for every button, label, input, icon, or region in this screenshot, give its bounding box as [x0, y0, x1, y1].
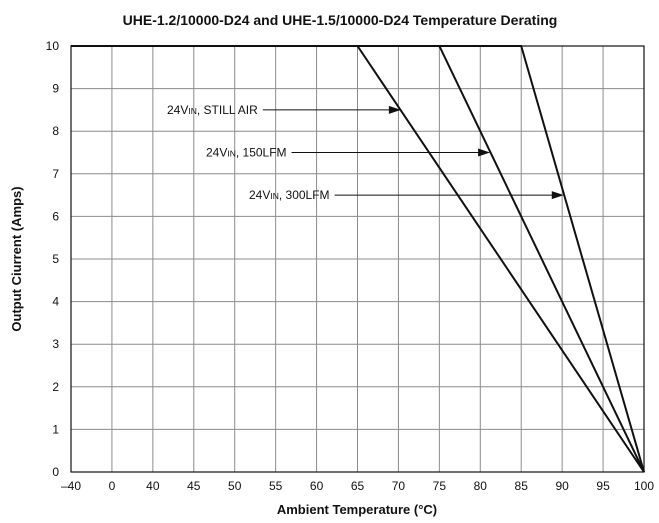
x-tick-label: 85	[515, 479, 529, 493]
y-tick-label: 2	[52, 380, 59, 394]
x-tick-label: 100	[634, 479, 654, 493]
y-tick-label: 1	[52, 422, 59, 436]
y-tick-label: 10	[46, 39, 60, 53]
x-tick-label: 40	[146, 479, 160, 493]
annotations: 24VIN, STILL AIR 24VIN, 150LFM 24VIN, 300L…	[167, 103, 564, 202]
y-tick-label: 5	[52, 252, 59, 266]
series-annotation: 24VIN, 150LFM	[206, 146, 287, 160]
x-axis-label: Ambient Temperature (°C)	[277, 502, 437, 517]
x-tick-label: 80	[474, 479, 488, 493]
x-tick-label: 60	[310, 479, 324, 493]
y-tick-label: 8	[52, 124, 59, 138]
annotation-arrowhead	[388, 105, 401, 114]
y-tick-label: 9	[52, 82, 59, 96]
series-annotation: 24VIN, STILL AIR	[167, 103, 258, 117]
y-tick-label: 4	[52, 295, 59, 309]
x-tick-label: 90	[555, 479, 569, 493]
y-tick-label: 0	[52, 465, 59, 479]
annotation-arrowhead	[551, 191, 564, 200]
x-tick-label: 70	[392, 479, 406, 493]
y-tick-label: 6	[52, 209, 59, 223]
x-tick-label: 55	[269, 479, 283, 493]
chart-title: UHE-1.2/10000-D24 and UHE-1.5/10000-D24 …	[123, 12, 558, 28]
x-tick-label: 95	[596, 479, 610, 493]
y-tick-label: 3	[52, 337, 59, 351]
x-tick-label: 75	[433, 479, 447, 493]
y-axis-label: Output Ciurrent (Amps)	[9, 186, 24, 331]
annotation-arrowhead	[478, 148, 491, 157]
y-tick-labels: 0 1 2 3 4 5 6 7 8 9 10	[46, 39, 60, 479]
y-tick-label: 7	[52, 167, 59, 181]
grid	[71, 46, 644, 472]
plot-frame	[70, 45, 645, 473]
x-tick-label: 0	[109, 479, 116, 493]
series-annotation: 24VIN, 300LFM	[249, 188, 330, 202]
x-tick-label: 50	[228, 479, 242, 493]
x-tick-labels: –40 0 40 45 50 55 60 65 70 75 80 85 90 95 100	[61, 479, 654, 493]
x-tick-label: –40	[61, 479, 81, 493]
x-tick-label: 65	[351, 479, 365, 493]
x-tick-label: 45	[187, 479, 201, 493]
